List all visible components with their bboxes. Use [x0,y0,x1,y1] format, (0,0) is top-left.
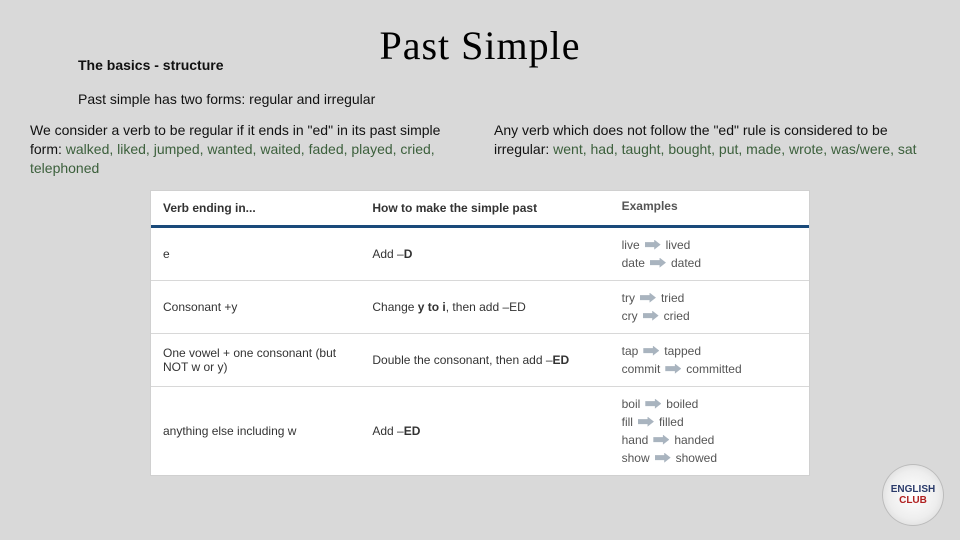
example-past: cried [664,307,690,325]
example-line: boil boiled [622,395,797,413]
irregular-examples: went, had, taught, bought, put, made, wr… [553,141,916,157]
example-past: filled [659,413,684,431]
example-base: boil [622,395,641,413]
regular-verb-column: We consider a verb to be regular if it e… [30,121,470,178]
arrow-icon [638,417,654,427]
arrow-icon [665,364,681,374]
cell-rule: Double the consonant, then add –ED [360,343,609,377]
table-row: One vowel + one consonant (but NOT w or … [151,334,809,387]
example-past: handed [674,431,714,449]
example-base: cry [622,307,638,325]
example-base: live [622,236,640,254]
example-line: cry cried [622,307,797,325]
cell-ending: Consonant +y [151,290,360,324]
example-line: live lived [622,236,797,254]
arrow-icon [640,293,656,303]
example-past: dated [671,254,701,272]
logo-line2: CLUB [899,495,927,506]
cell-examples: live lived date dated [610,228,809,280]
example-past: committed [686,360,741,378]
irregular-verb-column: Any verb which does not follow the "ed" … [494,121,930,178]
example-past: showed [676,449,717,467]
example-base: fill [622,413,633,431]
cell-ending: e [151,237,360,271]
example-base: tap [622,342,639,360]
example-line: tap tapped [622,342,797,360]
example-line: date dated [622,254,797,272]
intro-text: Past simple has two forms: regular and i… [78,91,960,107]
arrow-icon [645,240,661,250]
regular-examples: walked, liked, jumped, wanted, waited, f… [30,141,435,176]
example-base: hand [622,431,649,449]
example-past: lived [666,236,691,254]
table-body: eAdd –DliveliveddatedatedConsonant +yCha… [151,228,809,475]
col-header-1: Verb ending in... [151,191,360,225]
cell-rule: Add –D [360,237,609,271]
table-row: Consonant +yChange y to i, then add –ED t… [151,281,809,334]
example-past: boiled [666,395,698,413]
example-line: fill filled [622,413,797,431]
example-line: show showed [622,449,797,467]
example-base: date [622,254,645,272]
logo-line1: ENGLISH [891,484,935,495]
example-line: try tried [622,289,797,307]
arrow-icon [653,435,669,445]
cell-examples: boil boiled fill filled hand handed show showed [610,387,809,475]
verb-table: Verb ending in... How to make the simple… [150,190,810,476]
arrow-icon [645,399,661,409]
columns: We consider a verb to be regular if it e… [0,121,960,178]
example-past: tried [661,289,684,307]
cell-examples: tap tappedcommit committed [610,334,809,386]
cell-examples: try tried cry cried [610,281,809,333]
example-base: commit [622,360,661,378]
table-header: Verb ending in... How to make the simple… [151,191,809,228]
cell-rule: Change y to i, then add –ED [360,290,609,324]
example-line: hand handed [622,431,797,449]
example-base: show [622,449,650,467]
example-line: commit committed [622,360,797,378]
col-header-2: How to make the simple past [360,191,609,225]
cell-ending: One vowel + one consonant (but NOT w or … [151,336,360,384]
cell-ending: anything else including w [151,414,360,448]
logo-badge: ENGLISH CLUB [882,464,944,526]
arrow-icon [643,346,659,356]
example-base: try [622,289,635,307]
col-header-3: Examples [610,191,809,225]
table-row: eAdd –D live lived date dated [151,228,809,281]
example-past: tapped [664,342,701,360]
cell-rule: Add –ED [360,414,609,448]
arrow-icon [643,311,659,321]
arrow-icon [655,453,671,463]
table-row: anything else including wAdd –EDboilboil… [151,387,809,475]
arrow-icon [650,258,666,268]
